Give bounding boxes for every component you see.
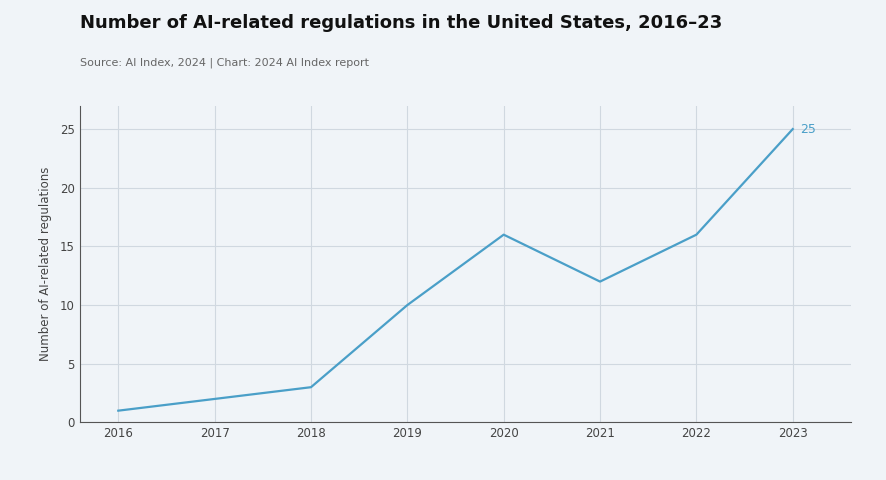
Text: Source: AI Index, 2024 | Chart: 2024 AI Index report: Source: AI Index, 2024 | Chart: 2024 AI …: [80, 58, 369, 68]
Text: 25: 25: [800, 122, 816, 135]
Y-axis label: Number of AI-related regulations: Number of AI-related regulations: [39, 167, 51, 361]
Text: Number of AI-related regulations in the United States, 2016–23: Number of AI-related regulations in the …: [80, 14, 722, 33]
